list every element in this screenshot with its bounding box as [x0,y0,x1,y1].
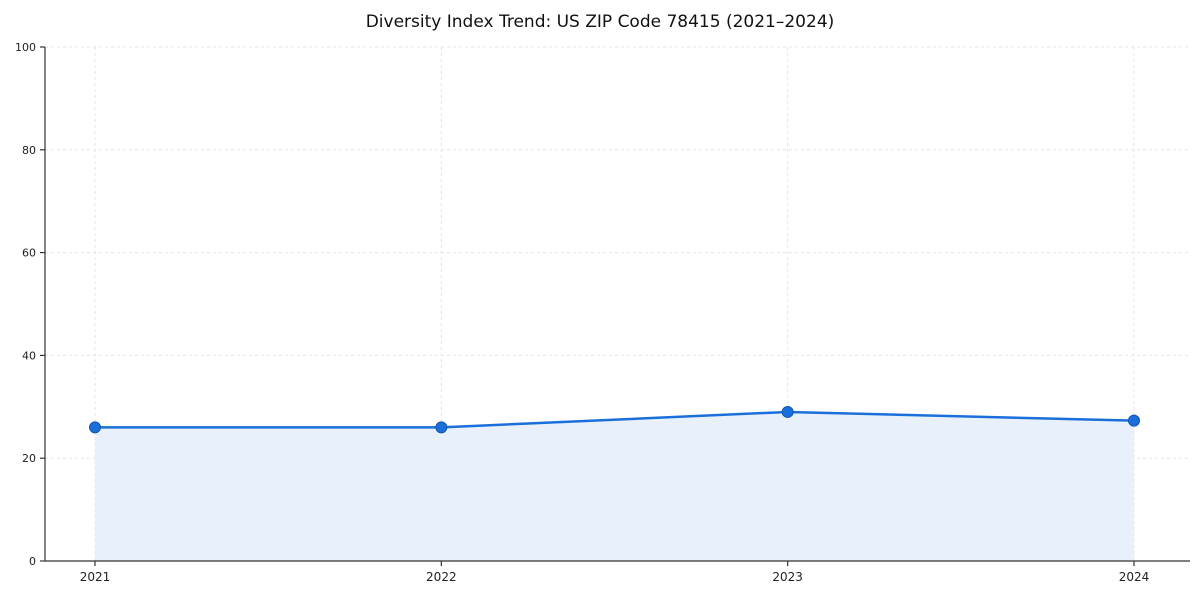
y-axis-tick-label: 0 [29,555,36,568]
data-point [781,405,794,418]
data-point [435,421,448,434]
y-axis-tick-label: 100 [15,41,36,54]
x-axis-tick-label: 2022 [426,570,457,584]
y-axis-tick-label: 60 [22,247,36,260]
x-axis-tick-label: 2021 [80,570,111,584]
chart-title: Diversity Index Trend: US ZIP Code 78415… [365,12,835,32]
area-fill [95,411,1134,561]
x-axis-tick-label: 2023 [772,570,803,584]
y-axis-tick-label: 80 [22,144,36,157]
y-axis-tick-label: 20 [22,452,36,465]
x-axis-tick-label: 2024 [1119,570,1150,584]
data-point [1128,414,1140,427]
y-axis-tick-label: 40 [22,349,36,362]
line-series [93,410,1136,429]
data-point [89,421,101,434]
